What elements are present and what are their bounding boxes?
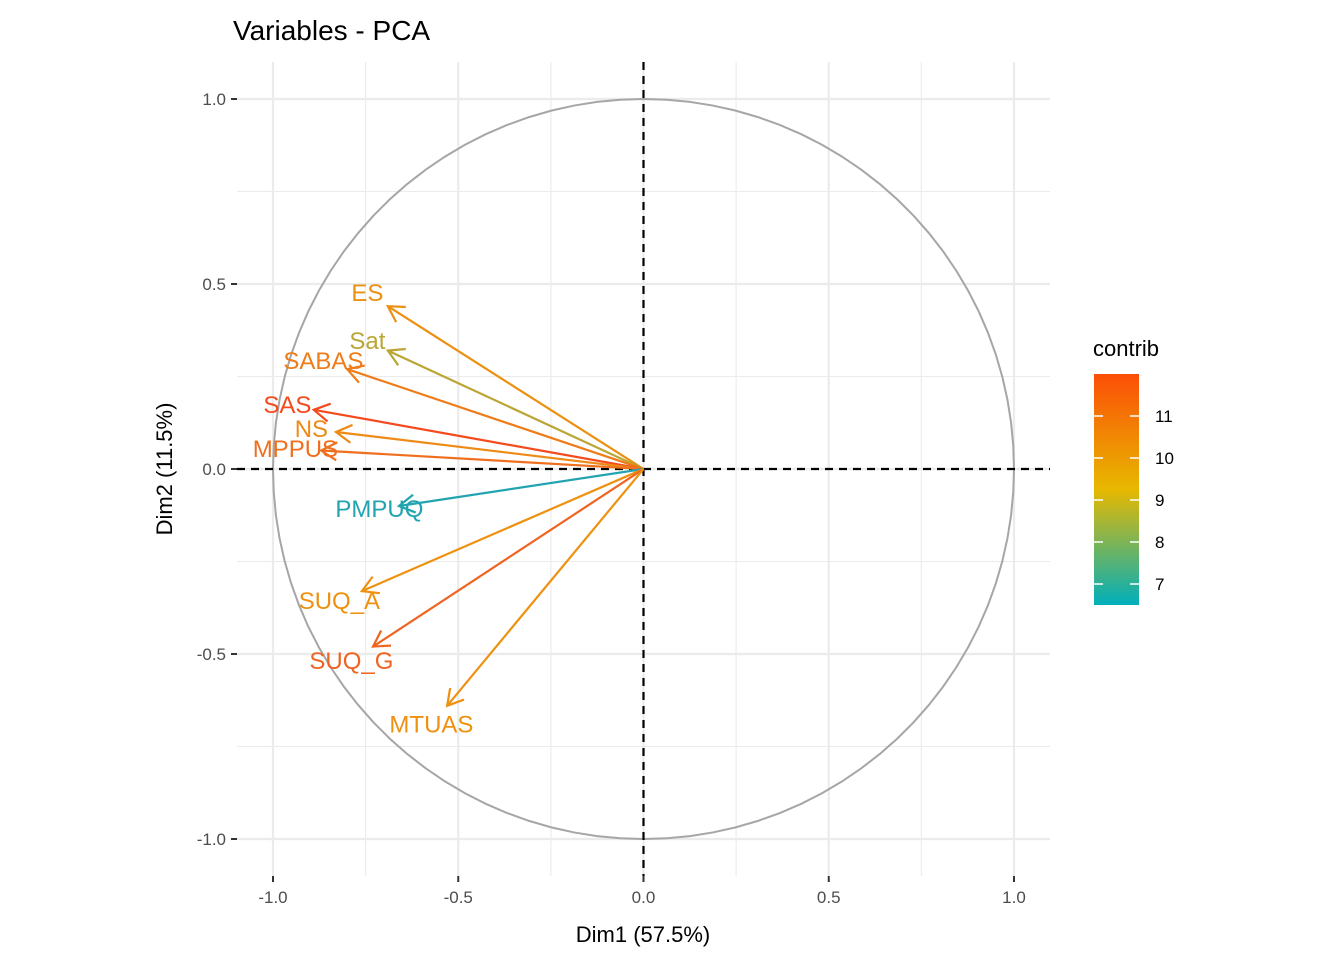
arrowhead-sat [385, 347, 406, 366]
y-tick-label: -0.5 [197, 645, 226, 664]
arrow-mppus [321, 449, 644, 471]
x-tick-label: 0.0 [632, 888, 656, 907]
arrow-pmpuq [398, 467, 644, 508]
x-axis-title: Dim1 (57.5%) [576, 922, 710, 947]
variable-label-sat: Sat [349, 328, 385, 355]
arrow-suq_a [361, 467, 644, 593]
legend-tick-label: 9 [1155, 491, 1164, 510]
legend-ticks: 7 8 9 10 11 [1094, 407, 1174, 594]
y-tick-label: -1.0 [197, 830, 226, 849]
arrow-sas [313, 408, 644, 471]
arrow-sat [387, 349, 644, 470]
variable-label-mtuas: MTUAS [389, 712, 473, 739]
legend-tick-label: 8 [1155, 533, 1164, 552]
chart-title: Variables - PCA [233, 15, 430, 46]
variable-label-ns: NS [295, 416, 328, 443]
y-tick-label: 1.0 [202, 90, 226, 109]
variable-label-suq_a: SUQ_A [299, 588, 380, 615]
variable-label-pmpuq: PMPUQ [335, 496, 423, 523]
arrowhead-suq_a [359, 575, 380, 595]
arrowhead-pmpuq [396, 493, 417, 514]
arrow-es [387, 305, 645, 470]
legend-tick-label: 10 [1155, 449, 1174, 468]
arrowhead-es [385, 305, 406, 323]
arrowhead-sabas [345, 364, 365, 384]
y-axis: -1.0 -0.5 0.0 0.5 1.0 [197, 90, 237, 849]
legend-title: contrib [1093, 336, 1159, 361]
variable-label-sabas: SABAS [283, 348, 363, 375]
arrowhead-ns [333, 423, 353, 444]
variable-label-sas: SAS [263, 392, 311, 419]
x-tick-label: 1.0 [1002, 888, 1026, 907]
legend: contrib 7 8 9 10 11 [1093, 336, 1174, 605]
x-tick-label: 0.5 [817, 888, 841, 907]
x-axis: -1.0 -0.5 0.0 0.5 1.0 [258, 876, 1026, 907]
legend-colorbar [1094, 374, 1139, 605]
y-axis-title: Dim2 (11.5%) [152, 403, 177, 536]
variable-arrows [311, 305, 645, 708]
arrowhead-mppus [318, 441, 338, 462]
arrow-suq_g [372, 468, 645, 648]
legend-tick-label: 11 [1155, 407, 1173, 426]
variable-label-es: ES [351, 280, 383, 307]
x-tick-label: -0.5 [444, 888, 473, 907]
variable-label-mppus: MPPUS [253, 436, 338, 463]
arrowhead-mtuas [445, 687, 465, 708]
arrow-ns [335, 430, 644, 471]
arrowhead-sas [311, 402, 332, 423]
y-tick-label: 0.0 [202, 460, 226, 479]
x-tick-label: -1.0 [258, 888, 287, 907]
arrowhead-suq_g [371, 630, 392, 648]
y-tick-label: 0.5 [202, 275, 226, 294]
arrow-sabas [346, 368, 644, 471]
variable-label-suq_g: SUQ_G [309, 648, 393, 675]
arrow-mtuas [446, 468, 645, 707]
legend-tick-label: 7 [1155, 575, 1164, 594]
